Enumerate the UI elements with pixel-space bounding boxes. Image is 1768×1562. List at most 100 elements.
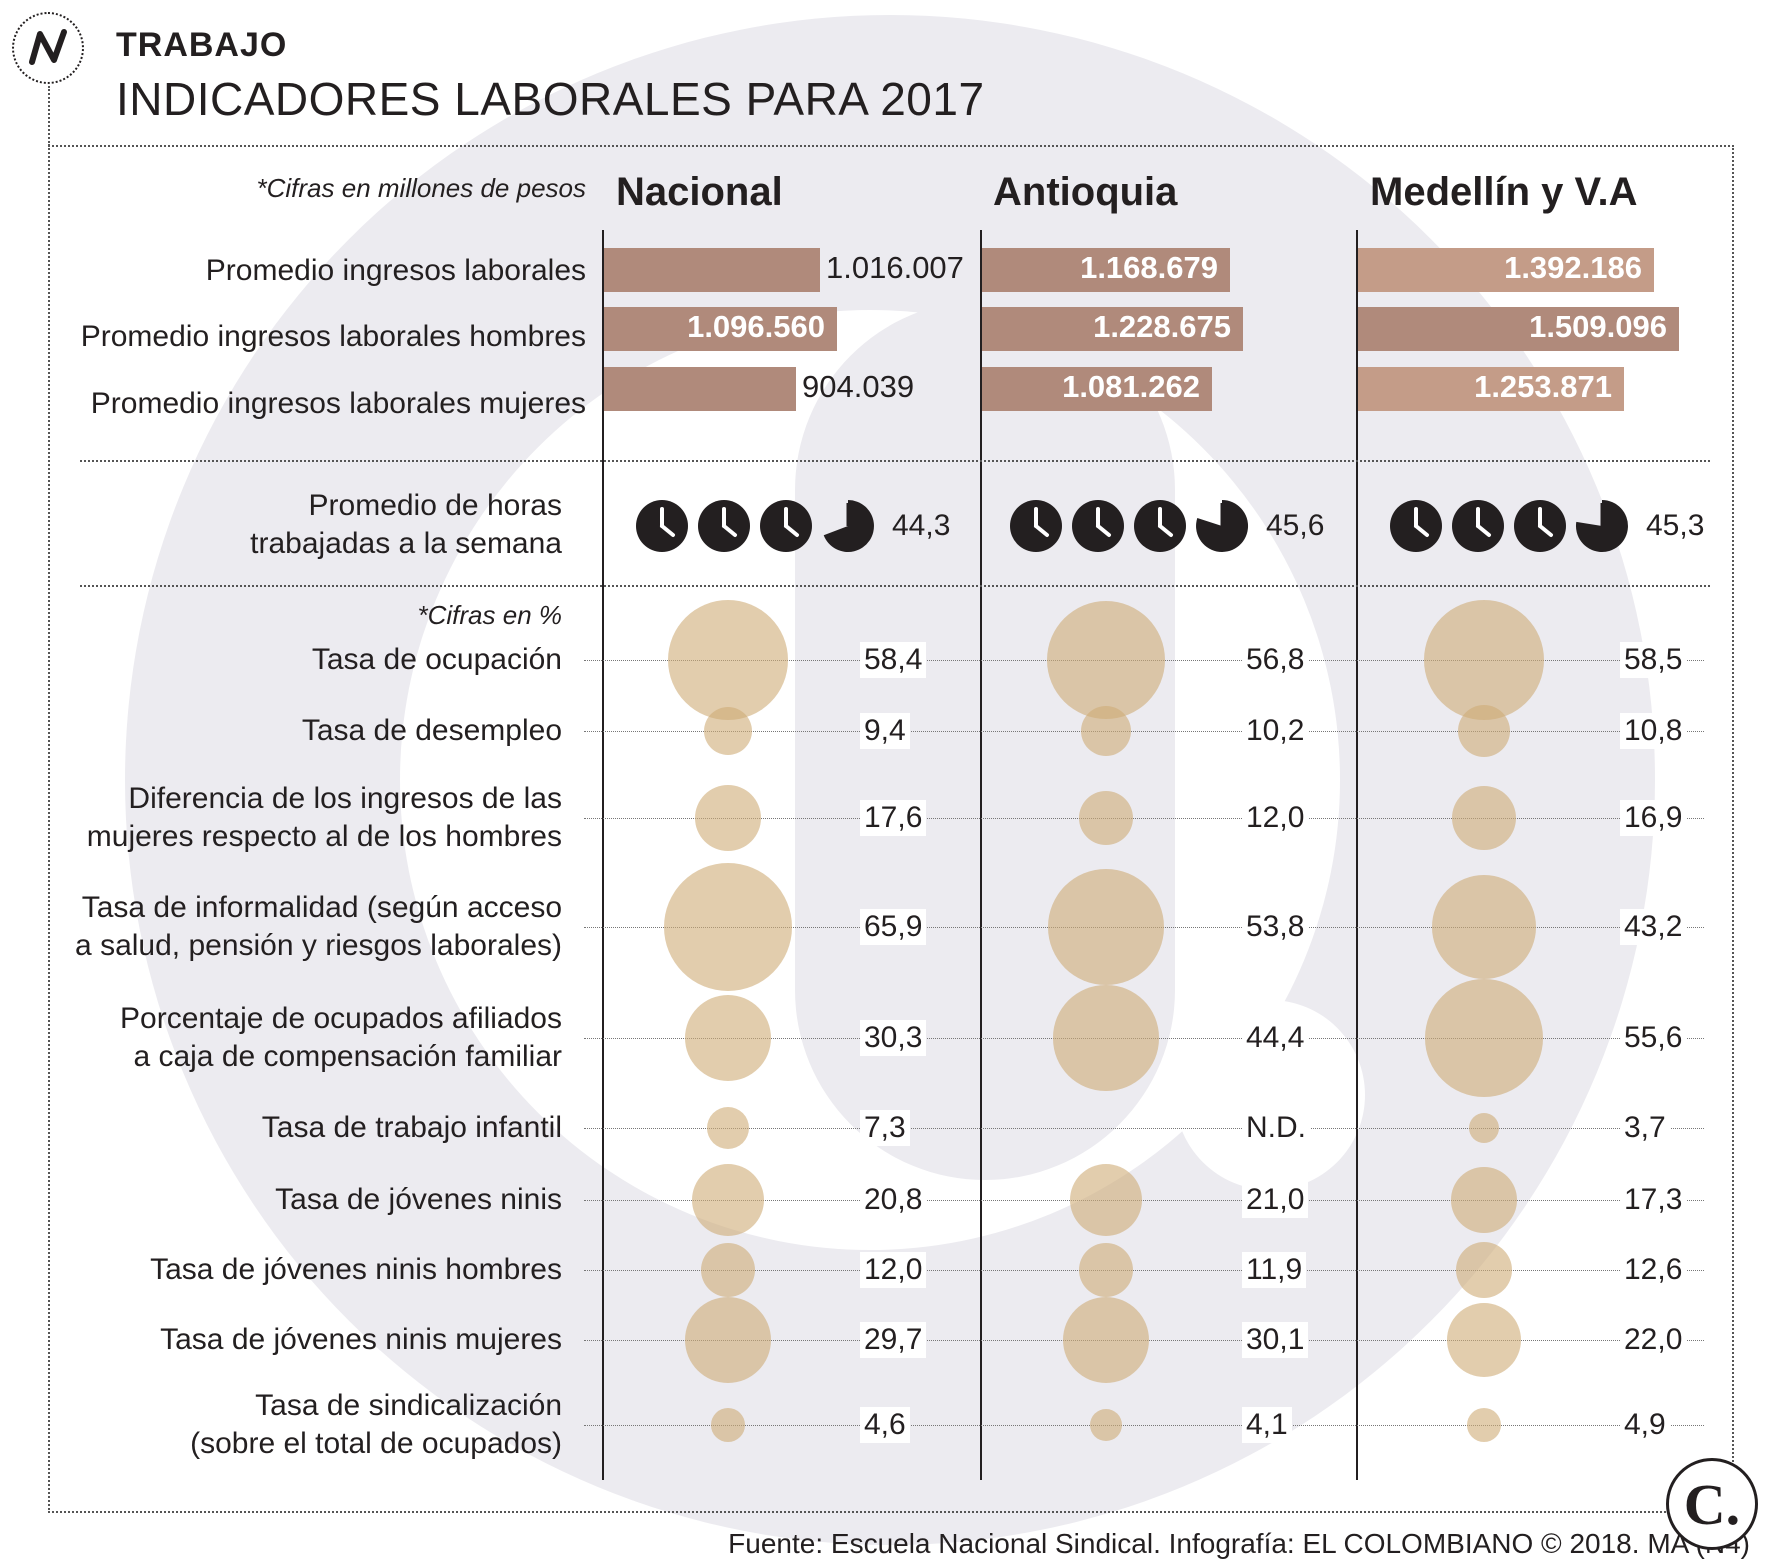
rate-row-label: Tasa de sindicalización (sobre el total d…: [0, 1387, 562, 1463]
rate-value: 56,8: [1242, 642, 1309, 678]
rate-bubble-antioquia: [1048, 869, 1164, 985]
rate-row-label: Tasa de jóvenes ninis mujeres: [0, 1321, 562, 1359]
clock-icon: [760, 500, 812, 552]
rate-bubble-nacional: [667, 599, 789, 721]
rate-value: 58,4: [860, 642, 927, 678]
column-header-nacional: Nacional: [616, 170, 783, 214]
rate-label-line: Diferencia de los ingresos de las: [128, 782, 562, 815]
income-bar-nacional: [604, 307, 837, 351]
rate-value: 21,0: [1242, 1182, 1309, 1218]
n-logo-icon: [12, 12, 84, 84]
hours-value: 45,6: [1266, 509, 1325, 542]
chart-frame: [48, 145, 1734, 1513]
rate-row-label: Porcentaje de ocupados afiliados a caja d…: [0, 1000, 562, 1076]
rate-bubble-medellin-y-v-a: [1447, 1303, 1521, 1377]
clock-icon: [1452, 500, 1504, 552]
rate-value: 10,2: [1242, 713, 1309, 749]
row-guide-line: [584, 1425, 1704, 1426]
rate-label-line: a caja de compensación familiar: [133, 1040, 562, 1073]
rate-value: 55,6: [1620, 1020, 1687, 1056]
rate-value: 53,8: [1242, 909, 1309, 945]
rate-value: 3,7: [1620, 1110, 1670, 1146]
income-row-label: Promedio ingresos laborales hombres: [80, 320, 586, 353]
clock-icon: [1514, 500, 1566, 552]
rate-value: 4,9: [1620, 1407, 1670, 1443]
income-bar-nacional: [604, 248, 820, 292]
income-units-note: *Cifras en millones de pesos: [256, 173, 587, 203]
rate-label-line: Porcentaje de ocupados afiliados: [120, 1002, 562, 1035]
rate-bubble-antioquia: [1053, 985, 1159, 1091]
rate-bubble-medellin-y-v-a: [1456, 1242, 1512, 1298]
rate-value: 4,1: [1242, 1407, 1292, 1443]
income-bar-value: 1.081.262: [1062, 369, 1200, 404]
column-header-antioquia: Antioquia: [993, 170, 1178, 214]
rate-bubble-nacional: [700, 1242, 756, 1298]
hours-value: 44,3: [892, 509, 951, 542]
rate-label-line: Tasa de jóvenes ninis hombres: [150, 1253, 562, 1286]
income-bar-value: 904.039: [802, 369, 915, 404]
rate-row-label: Tasa de trabajo infantil: [0, 1109, 562, 1147]
rate-label-line: a salud, pensión y riesgos laborales): [75, 929, 562, 962]
rate-bubble-antioquia: [1046, 600, 1166, 720]
rate-value: N.D.: [1242, 1110, 1310, 1146]
rate-bubble-nacional: [664, 863, 792, 991]
row-guide-line: [584, 731, 1704, 732]
rate-bubble-antioquia: [1080, 705, 1132, 757]
rate-label-line: Tasa de jóvenes ninis: [275, 1183, 562, 1216]
rate-value: 12,0: [1242, 800, 1309, 836]
income-bar-value: 1.016.007: [826, 250, 964, 285]
row-guide-line: [584, 1200, 1704, 1201]
page-title: INDICADORES LABORALES PARA 2017: [116, 73, 985, 125]
rate-label-line: Tasa de informalidad (según acceso: [81, 891, 562, 924]
rate-value: 11,9: [1242, 1252, 1307, 1288]
section-separator: [80, 585, 1710, 587]
rate-value: 22,0: [1620, 1322, 1687, 1358]
percent-units-note: *Cifras en %: [417, 600, 563, 630]
rate-value: 20,8: [860, 1182, 927, 1218]
rate-label-line: Tasa de trabajo infantil: [261, 1111, 562, 1144]
rate-value: 65,9: [860, 909, 927, 945]
rate-bubble-antioquia: [1062, 1296, 1150, 1384]
rate-value: 12,6: [1620, 1252, 1687, 1288]
rate-bubble-nacional: [692, 1164, 764, 1236]
c-logo-icon: C.: [1666, 1458, 1758, 1550]
rate-value: 7,3: [860, 1110, 910, 1146]
income-bar-medellin-y-v-a: [1358, 307, 1679, 351]
rate-bubble-medellin-y-v-a: [1451, 785, 1517, 851]
rate-value: 9,4: [860, 713, 910, 749]
rate-bubble-nacional: [684, 994, 772, 1082]
rate-bubble-medellin-y-v-a: [1466, 1407, 1502, 1443]
clock-icon: [1575, 500, 1628, 552]
column-divider-2: [980, 230, 982, 1480]
hours-label: Promedio de horas trabajadas a la semana: [0, 487, 562, 563]
rate-value: 43,2: [1620, 909, 1687, 945]
income-row-label: Promedio ingresos laborales: [205, 254, 586, 287]
income-bar-value: 1.253.871: [1474, 369, 1612, 404]
rate-bubble-nacional: [703, 706, 753, 756]
rate-bubble-antioquia: [1069, 1163, 1143, 1237]
rate-bubble-medellin-y-v-a: [1451, 1167, 1517, 1233]
income-row-label: Promedio ingresos laborales mujeres: [90, 387, 586, 420]
rate-value: 17,6: [860, 800, 927, 836]
rate-label-line: (sobre el total de ocupados): [190, 1427, 562, 1460]
rate-value: 4,6: [860, 1407, 910, 1443]
income-bar-antioquia: [982, 367, 1212, 411]
income-bar-antioquia: [982, 307, 1243, 351]
rate-value: 44,4: [1242, 1020, 1309, 1056]
clock-icon: [1196, 499, 1249, 552]
hours-label-line1: Promedio de horas: [308, 489, 562, 522]
clock-icon: [1010, 500, 1062, 552]
clock-icon: [1072, 500, 1124, 552]
income-bar-nacional: [604, 367, 796, 411]
rate-label-line: Tasa de desempleo: [301, 714, 562, 747]
income-bar-value: 1.509.096: [1529, 309, 1667, 344]
rate-row-label: Tasa de jóvenes ninis: [0, 1181, 562, 1219]
rate-value: 30,1: [1242, 1322, 1309, 1358]
row-guide-line: [584, 1270, 1704, 1271]
rate-bubble-nacional: [706, 1106, 750, 1150]
income-bar-antioquia: [982, 248, 1230, 292]
column-divider-1: [602, 230, 604, 1480]
rate-bubble-medellin-y-v-a: [1425, 979, 1543, 1097]
income-bar-value: 1.228.675: [1093, 309, 1231, 344]
row-guide-line: [584, 1128, 1704, 1129]
